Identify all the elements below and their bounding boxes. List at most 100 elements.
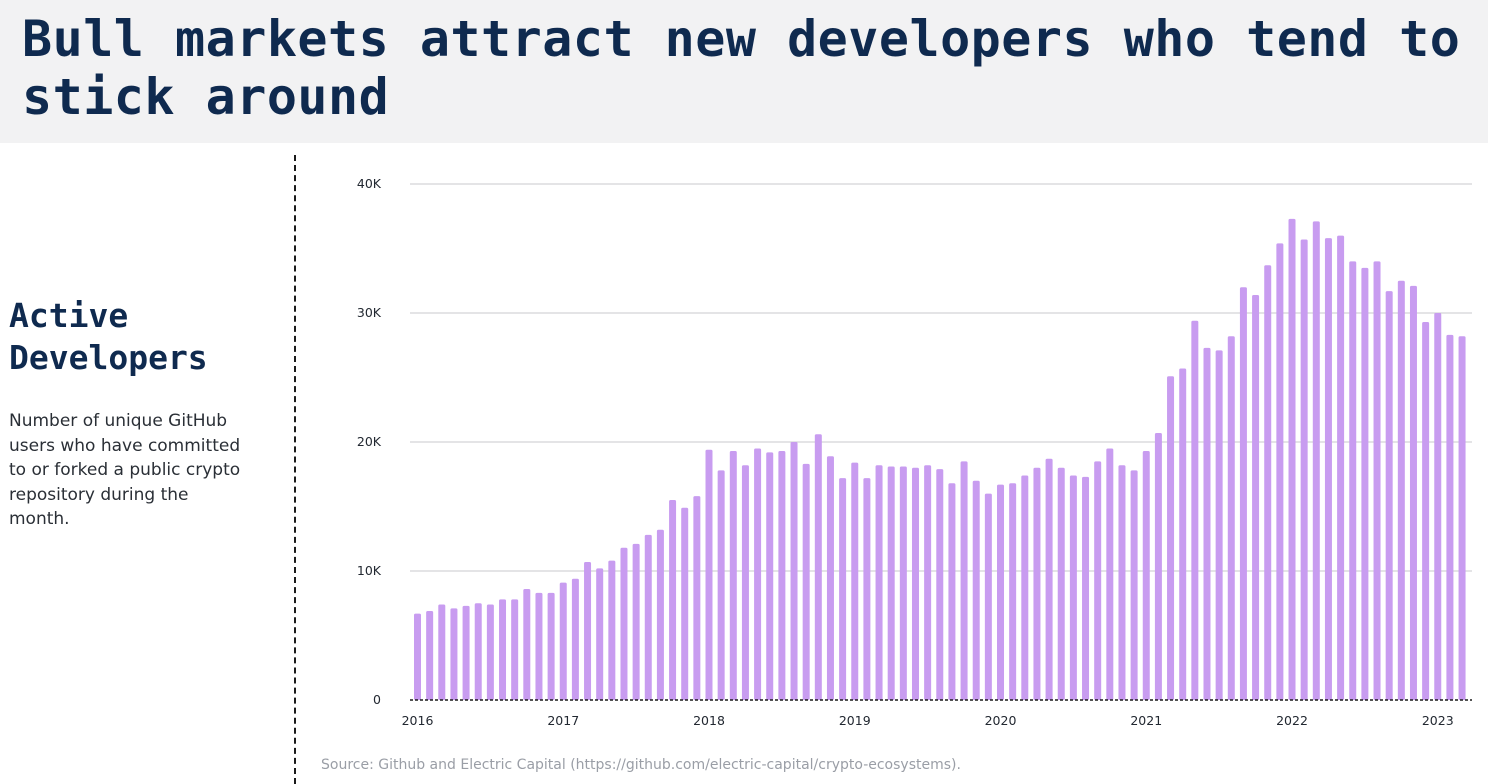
bar	[426, 610, 434, 700]
dashed-divider	[294, 155, 296, 784]
source-note: Source: Github and Electric Capital (htt…	[321, 757, 961, 773]
bar	[1154, 432, 1162, 700]
bar	[729, 451, 737, 700]
bar	[1106, 448, 1114, 700]
bar	[656, 529, 664, 700]
bar	[620, 547, 628, 700]
y-tick-label: 0	[373, 692, 381, 707]
bar	[1045, 458, 1053, 700]
bar	[1385, 291, 1393, 700]
bar	[669, 500, 677, 700]
bar	[608, 560, 616, 700]
bar	[450, 608, 458, 700]
bar	[826, 456, 834, 700]
y-axis-tick-labels: 0 10K 20K 30K 40K	[357, 176, 382, 707]
bar	[1069, 475, 1077, 700]
x-tick-label: 2022	[1276, 713, 1308, 728]
bar	[1252, 294, 1260, 700]
bar	[924, 465, 932, 700]
bar	[1373, 261, 1381, 700]
bar	[1009, 483, 1017, 700]
x-tick-label: 2023	[1422, 713, 1454, 728]
bar	[681, 507, 689, 700]
bar	[1142, 451, 1150, 700]
bar	[547, 592, 555, 700]
bar	[1446, 334, 1454, 700]
bar	[1191, 320, 1199, 700]
bar	[1239, 287, 1247, 700]
bar	[1349, 261, 1357, 700]
bar	[778, 451, 786, 700]
bar	[741, 465, 749, 700]
bar	[1167, 376, 1175, 700]
bar	[814, 434, 822, 700]
bar	[462, 605, 470, 700]
bar	[523, 589, 531, 700]
bar	[535, 592, 543, 700]
bar	[632, 543, 640, 700]
bar	[644, 534, 652, 700]
bar	[1057, 467, 1065, 700]
y-tick-label: 20K	[357, 434, 382, 449]
x-tick-label: 2018	[693, 713, 725, 728]
bar	[948, 483, 956, 700]
sidebar-description: Number of unique GitHub users who have c…	[9, 411, 241, 529]
bar	[1227, 336, 1235, 700]
bar	[1264, 265, 1272, 700]
bar	[414, 613, 421, 700]
bar	[511, 599, 519, 700]
bar	[717, 470, 725, 700]
bar	[559, 582, 567, 700]
x-axis-tick-labels: 2016 2017 2018 2019 2020 2021 2022 2023	[402, 713, 1454, 728]
bar	[863, 478, 871, 700]
bar	[693, 496, 701, 700]
bar	[1397, 280, 1405, 700]
bar	[1337, 235, 1345, 700]
bar	[1203, 347, 1211, 700]
sidebar-heading: Active Developers	[9, 296, 208, 377]
bar	[1422, 322, 1430, 700]
bar	[1300, 239, 1308, 700]
y-tick-label: 40K	[357, 176, 382, 191]
bar	[997, 484, 1005, 700]
bar	[474, 603, 482, 700]
bar	[899, 466, 907, 700]
bar	[486, 604, 494, 700]
bar	[596, 568, 604, 700]
bar	[1021, 475, 1029, 700]
x-tick-label: 2020	[985, 713, 1017, 728]
bar	[766, 452, 774, 700]
bar	[1082, 476, 1090, 700]
bar	[936, 469, 944, 700]
bar	[911, 467, 919, 700]
bar	[972, 480, 980, 700]
bar	[1312, 221, 1320, 700]
x-tick-label: 2019	[839, 713, 871, 728]
bar	[984, 493, 992, 700]
x-tick-label: 2017	[547, 713, 579, 728]
bar	[499, 599, 507, 700]
x-tick-label: 2016	[402, 713, 434, 728]
bar	[1361, 267, 1369, 700]
bar	[1458, 336, 1466, 700]
bar	[1409, 285, 1417, 700]
bar	[1215, 350, 1223, 700]
bar	[1288, 218, 1296, 700]
bar	[851, 462, 859, 700]
bar	[1324, 238, 1332, 700]
bar	[875, 465, 883, 700]
y-tick-label: 30K	[357, 305, 382, 320]
bar	[1434, 313, 1442, 700]
bar	[584, 561, 592, 700]
bar	[438, 604, 446, 700]
y-tick-label: 10K	[357, 563, 382, 578]
bar	[705, 449, 713, 700]
bar	[1033, 467, 1041, 700]
bar	[571, 578, 579, 700]
header-band: Bull markets attract new developers who …	[0, 0, 1488, 143]
bar	[887, 466, 895, 700]
bar	[790, 442, 798, 700]
bar	[1094, 461, 1102, 700]
page-title: Bull markets attract new developers who …	[22, 10, 1461, 126]
